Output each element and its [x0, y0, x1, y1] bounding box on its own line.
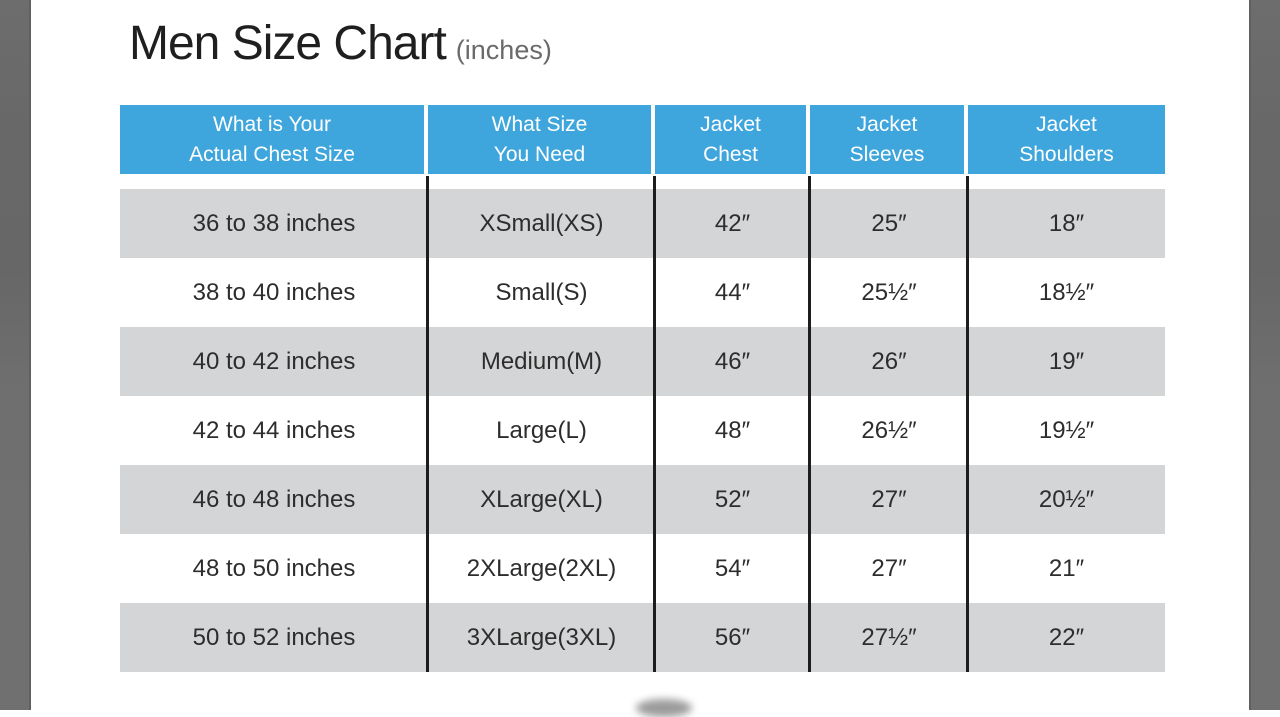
header-line: Shoulders [1019, 142, 1114, 166]
header-cell-chest-size: What is Your Actual Chest Size [120, 105, 428, 174]
table-row: 36 to 38 inches XSmall(XS) 42″ 25″ 18″ [120, 189, 1165, 258]
cell-jacket-shoulders: 20½″ [968, 465, 1165, 534]
cell-jacket-shoulders: 18″ [968, 189, 1165, 258]
table-row: 48 to 50 inches 2XLarge(2XL) 54″ 27″ 21″ [120, 534, 1165, 603]
bottom-edge-artifact [636, 699, 692, 717]
header-body-gap [120, 174, 1165, 189]
cell-size-needed: Large(L) [428, 396, 655, 465]
cell-chest-range: 50 to 52 inches [120, 603, 428, 672]
table-body: 36 to 38 inches XSmall(XS) 42″ 25″ 18″ 3… [120, 176, 1165, 672]
cell-chest-range: 42 to 44 inches [120, 396, 428, 465]
cell-size-needed: 2XLarge(2XL) [428, 534, 655, 603]
cell-jacket-sleeves: 27″ [810, 465, 968, 534]
cell-size-needed: XLarge(XL) [428, 465, 655, 534]
right-letterbox-bar [1249, 0, 1280, 710]
cell-size-needed: Small(S) [428, 258, 655, 327]
header-line: Jacket [856, 112, 918, 136]
column-divider-line [966, 176, 969, 672]
column-divider-line [653, 176, 656, 672]
cell-jacket-shoulders: 19″ [968, 327, 1165, 396]
header-cell-jacket-shoulders: Jacket Shoulders [968, 105, 1165, 174]
cell-jacket-sleeves: 26½″ [810, 396, 968, 465]
cell-jacket-sleeves: 25″ [810, 189, 968, 258]
cell-jacket-chest: 46″ [655, 327, 810, 396]
header-cell-size-needed: What Size You Need [428, 105, 655, 174]
cell-jacket-chest: 44″ [655, 258, 810, 327]
table-row: 46 to 48 inches XLarge(XL) 52″ 27″ 20½″ [120, 465, 1165, 534]
header-line: Chest [703, 142, 758, 166]
column-divider-line [426, 176, 429, 672]
cell-jacket-shoulders: 22″ [968, 603, 1165, 672]
header-line: What Size [491, 112, 588, 136]
table-row: 38 to 40 inches Small(S) 44″ 25½″ 18½″ [120, 258, 1165, 327]
cell-jacket-sleeves: 26″ [810, 327, 968, 396]
cell-jacket-shoulders: 19½″ [968, 396, 1165, 465]
header-line: Sleeves [849, 142, 925, 166]
cell-size-needed: 3XLarge(3XL) [428, 603, 655, 672]
cell-jacket-chest: 56″ [655, 603, 810, 672]
table-row: 50 to 52 inches 3XLarge(3XL) 56″ 27½″ 22… [120, 603, 1165, 672]
cell-chest-range: 36 to 38 inches [120, 189, 428, 258]
cell-jacket-chest: 48″ [655, 396, 810, 465]
table-row: 40 to 42 inches Medium(M) 46″ 26″ 19″ [120, 327, 1165, 396]
size-chart-table: What is Your Actual Chest Size What Size… [120, 105, 1165, 672]
header-cell-jacket-sleeves: Jacket Sleeves [810, 105, 968, 174]
header-line: You Need [493, 142, 586, 166]
cell-jacket-shoulders: 21″ [968, 534, 1165, 603]
cell-chest-range: 46 to 48 inches [120, 465, 428, 534]
cell-chest-range: 48 to 50 inches [120, 534, 428, 603]
cell-jacket-chest: 54″ [655, 534, 810, 603]
column-divider-line [808, 176, 811, 672]
table-header-row: What is Your Actual Chest Size What Size… [120, 105, 1165, 174]
header-line: Actual Chest Size [189, 142, 355, 166]
header-line: Jacket [1036, 112, 1097, 136]
cell-chest-range: 38 to 40 inches [120, 258, 428, 327]
cell-jacket-sleeves: 27″ [810, 534, 968, 603]
table-row: 42 to 44 inches Large(L) 48″ 26½″ 19½″ [120, 396, 1165, 465]
cell-jacket-sleeves: 25½″ [810, 258, 968, 327]
cell-jacket-chest: 52″ [655, 465, 810, 534]
title-unit-label: (inches) [455, 35, 552, 65]
cell-chest-range: 40 to 42 inches [120, 327, 428, 396]
header-line: Jacket [700, 112, 761, 136]
cell-jacket-sleeves: 27½″ [810, 603, 968, 672]
header-line: What is Your [213, 112, 331, 136]
page-title-block: Men Size Chart (inches) [129, 16, 552, 71]
cell-size-needed: Medium(M) [428, 327, 655, 396]
left-letterbox-bar [0, 0, 31, 710]
header-cell-jacket-chest: Jacket Chest [655, 105, 810, 174]
cell-jacket-shoulders: 18½″ [968, 258, 1165, 327]
page-title: Men Size Chart [129, 17, 447, 70]
cell-jacket-chest: 42″ [655, 189, 810, 258]
cell-size-needed: XSmall(XS) [428, 189, 655, 258]
